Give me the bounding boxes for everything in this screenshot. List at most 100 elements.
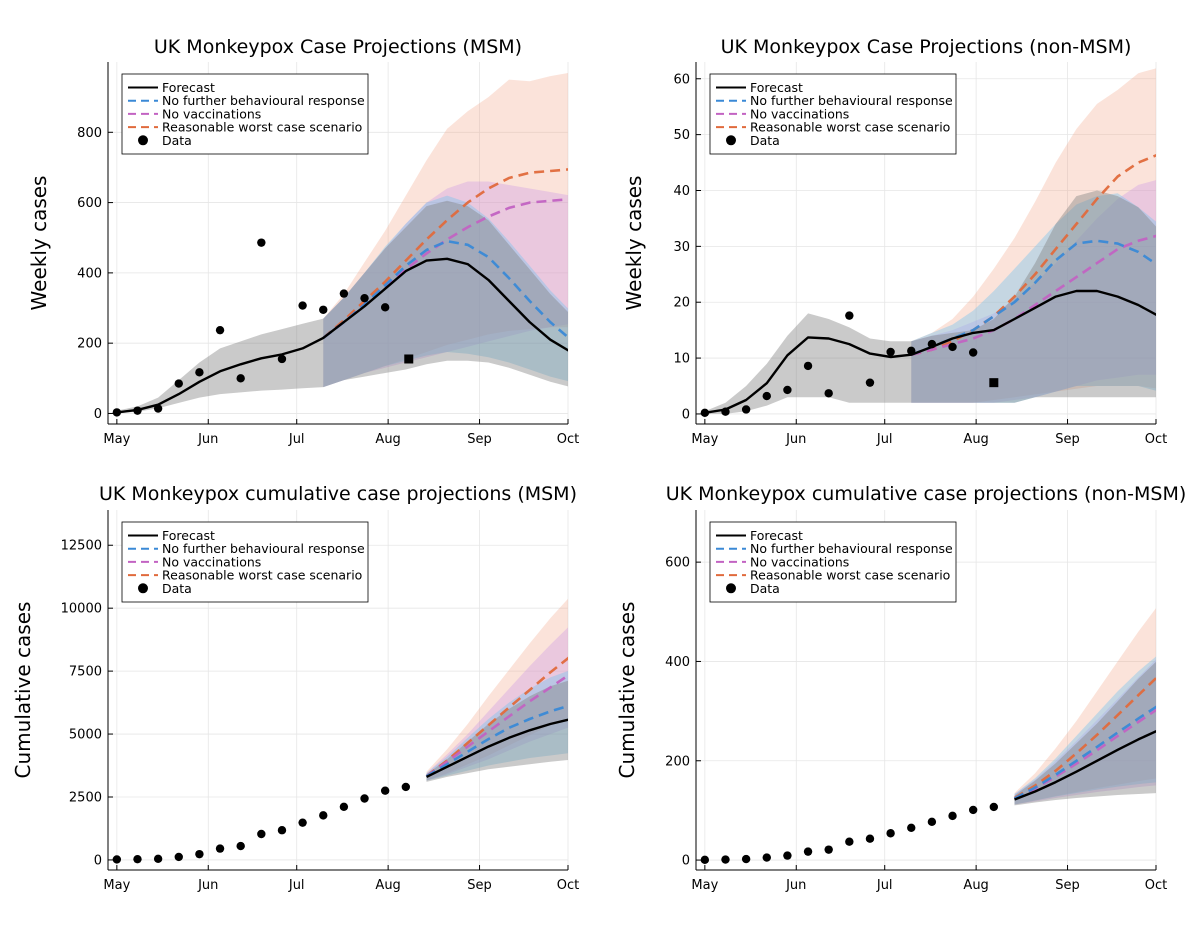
data-point xyxy=(824,845,833,854)
data-point-latest xyxy=(989,378,999,388)
x-tick-label: Oct xyxy=(557,878,579,893)
data-point xyxy=(927,339,937,349)
data-point xyxy=(298,301,307,310)
y-tick-label: 10 xyxy=(673,352,690,367)
data-point xyxy=(865,834,875,843)
legend-swatch-data xyxy=(138,135,148,146)
data-point xyxy=(762,391,771,401)
legend-label-forecast: Forecast xyxy=(750,528,803,543)
y-tick-label: 2500 xyxy=(69,790,102,805)
no-vacc-line xyxy=(425,673,568,778)
chart-panel-nonmsm-weekly: UK Monkeypox Case Projections (non-MSM) … xyxy=(622,36,1167,447)
data-point xyxy=(401,782,411,792)
y-axis-label: Cumulative cases xyxy=(615,602,639,779)
y-tick-label: 30 xyxy=(673,240,690,255)
no-vacc-line xyxy=(1013,708,1156,800)
data-point xyxy=(257,829,266,839)
no-vacc-band xyxy=(426,627,568,781)
x-tick-label: Aug xyxy=(963,878,988,893)
y-tick-label: 10000 xyxy=(61,602,102,617)
x-tick-label: Jun xyxy=(197,432,218,447)
data-point xyxy=(339,802,349,812)
x-tick-label: Jun xyxy=(785,432,806,447)
data-point xyxy=(700,855,710,865)
legend-box xyxy=(121,521,369,603)
y-tick-label: 0 xyxy=(94,407,102,422)
legend-label-worst: Reasonable worst case scenario xyxy=(162,568,362,583)
plot-area xyxy=(700,68,1156,418)
y-axis-label: Weekly cases xyxy=(27,176,51,311)
data-point xyxy=(277,354,287,364)
data-point xyxy=(886,829,895,838)
x-tick-label: Sep xyxy=(1055,432,1080,447)
data-point xyxy=(907,346,916,356)
legend-label-data: Data xyxy=(162,133,192,148)
data-point xyxy=(783,385,792,395)
no-vacc-band xyxy=(323,181,568,388)
plot-area xyxy=(112,73,568,417)
data-point xyxy=(803,361,813,371)
y-tick-label: 40 xyxy=(673,184,690,199)
legend-label-no-behaviour: No further behavioural response xyxy=(162,93,365,108)
y-tick-label: 50 xyxy=(673,128,690,143)
chart-panel-nonmsm-cumulative: UK Monkeypox cumulative case projections… xyxy=(615,483,1186,893)
x-tick-label: May xyxy=(103,878,130,893)
chart-panel-msm-cumulative: UK Monkeypox cumulative case projections… xyxy=(11,483,579,893)
data-point xyxy=(948,811,957,821)
chart-title: UK Monkeypox Case Projections (non-MSM) xyxy=(721,36,1132,58)
data-point xyxy=(174,379,183,388)
legend-label-data: Data xyxy=(750,581,780,596)
data-point xyxy=(236,841,245,851)
forecast-band xyxy=(116,200,568,414)
data-point xyxy=(907,823,916,832)
y-tick-label: 20 xyxy=(673,296,690,311)
data-point xyxy=(380,303,390,312)
data-point xyxy=(741,854,751,864)
data-point xyxy=(762,853,771,862)
no-behaviour-line xyxy=(1013,705,1156,800)
data-point xyxy=(257,238,266,247)
data-point xyxy=(112,855,122,864)
data-point xyxy=(215,844,225,853)
data-point-latest xyxy=(404,354,414,364)
data-point xyxy=(380,786,390,795)
data-point xyxy=(948,342,957,352)
data-point xyxy=(195,849,204,859)
data-point xyxy=(339,289,349,298)
x-tick-label: Sep xyxy=(1055,878,1080,893)
legend-label-no-behaviour: No further behavioural response xyxy=(162,541,365,556)
forecast-line xyxy=(704,289,1156,414)
legend-label-forecast: Forecast xyxy=(750,80,803,95)
data-point xyxy=(741,405,751,414)
no-behaviour-band xyxy=(1014,656,1156,805)
y-tick-label: 200 xyxy=(77,337,102,352)
worst-line xyxy=(1013,676,1156,800)
data-point xyxy=(968,348,978,357)
plot-area xyxy=(700,608,1156,865)
data-point xyxy=(319,305,328,314)
data-point xyxy=(845,311,854,320)
data-point xyxy=(968,805,978,815)
legend-label-data: Data xyxy=(750,133,780,148)
x-tick-label: Oct xyxy=(1145,878,1167,893)
legend-label-worst: Reasonable worst case scenario xyxy=(750,120,950,135)
worst-line xyxy=(425,656,568,778)
legend-label-no-behaviour: No further behavioural response xyxy=(750,541,953,556)
legend-swatch-data xyxy=(138,583,148,594)
data-point xyxy=(360,293,369,303)
y-tick-label: 0 xyxy=(682,407,690,422)
no-vacc-line xyxy=(322,198,568,339)
legend-box xyxy=(709,521,957,603)
y-tick-label: 200 xyxy=(665,754,690,769)
chart-title: UK Monkeypox Case Projections (MSM) xyxy=(154,36,522,58)
legend-box xyxy=(121,73,369,155)
data-point xyxy=(298,818,307,827)
data-point xyxy=(153,854,163,863)
data-point xyxy=(824,389,833,398)
data-point xyxy=(195,368,204,377)
y-axis-label: Weekly cases xyxy=(622,176,646,311)
data-point xyxy=(112,408,122,417)
data-point xyxy=(174,852,183,862)
